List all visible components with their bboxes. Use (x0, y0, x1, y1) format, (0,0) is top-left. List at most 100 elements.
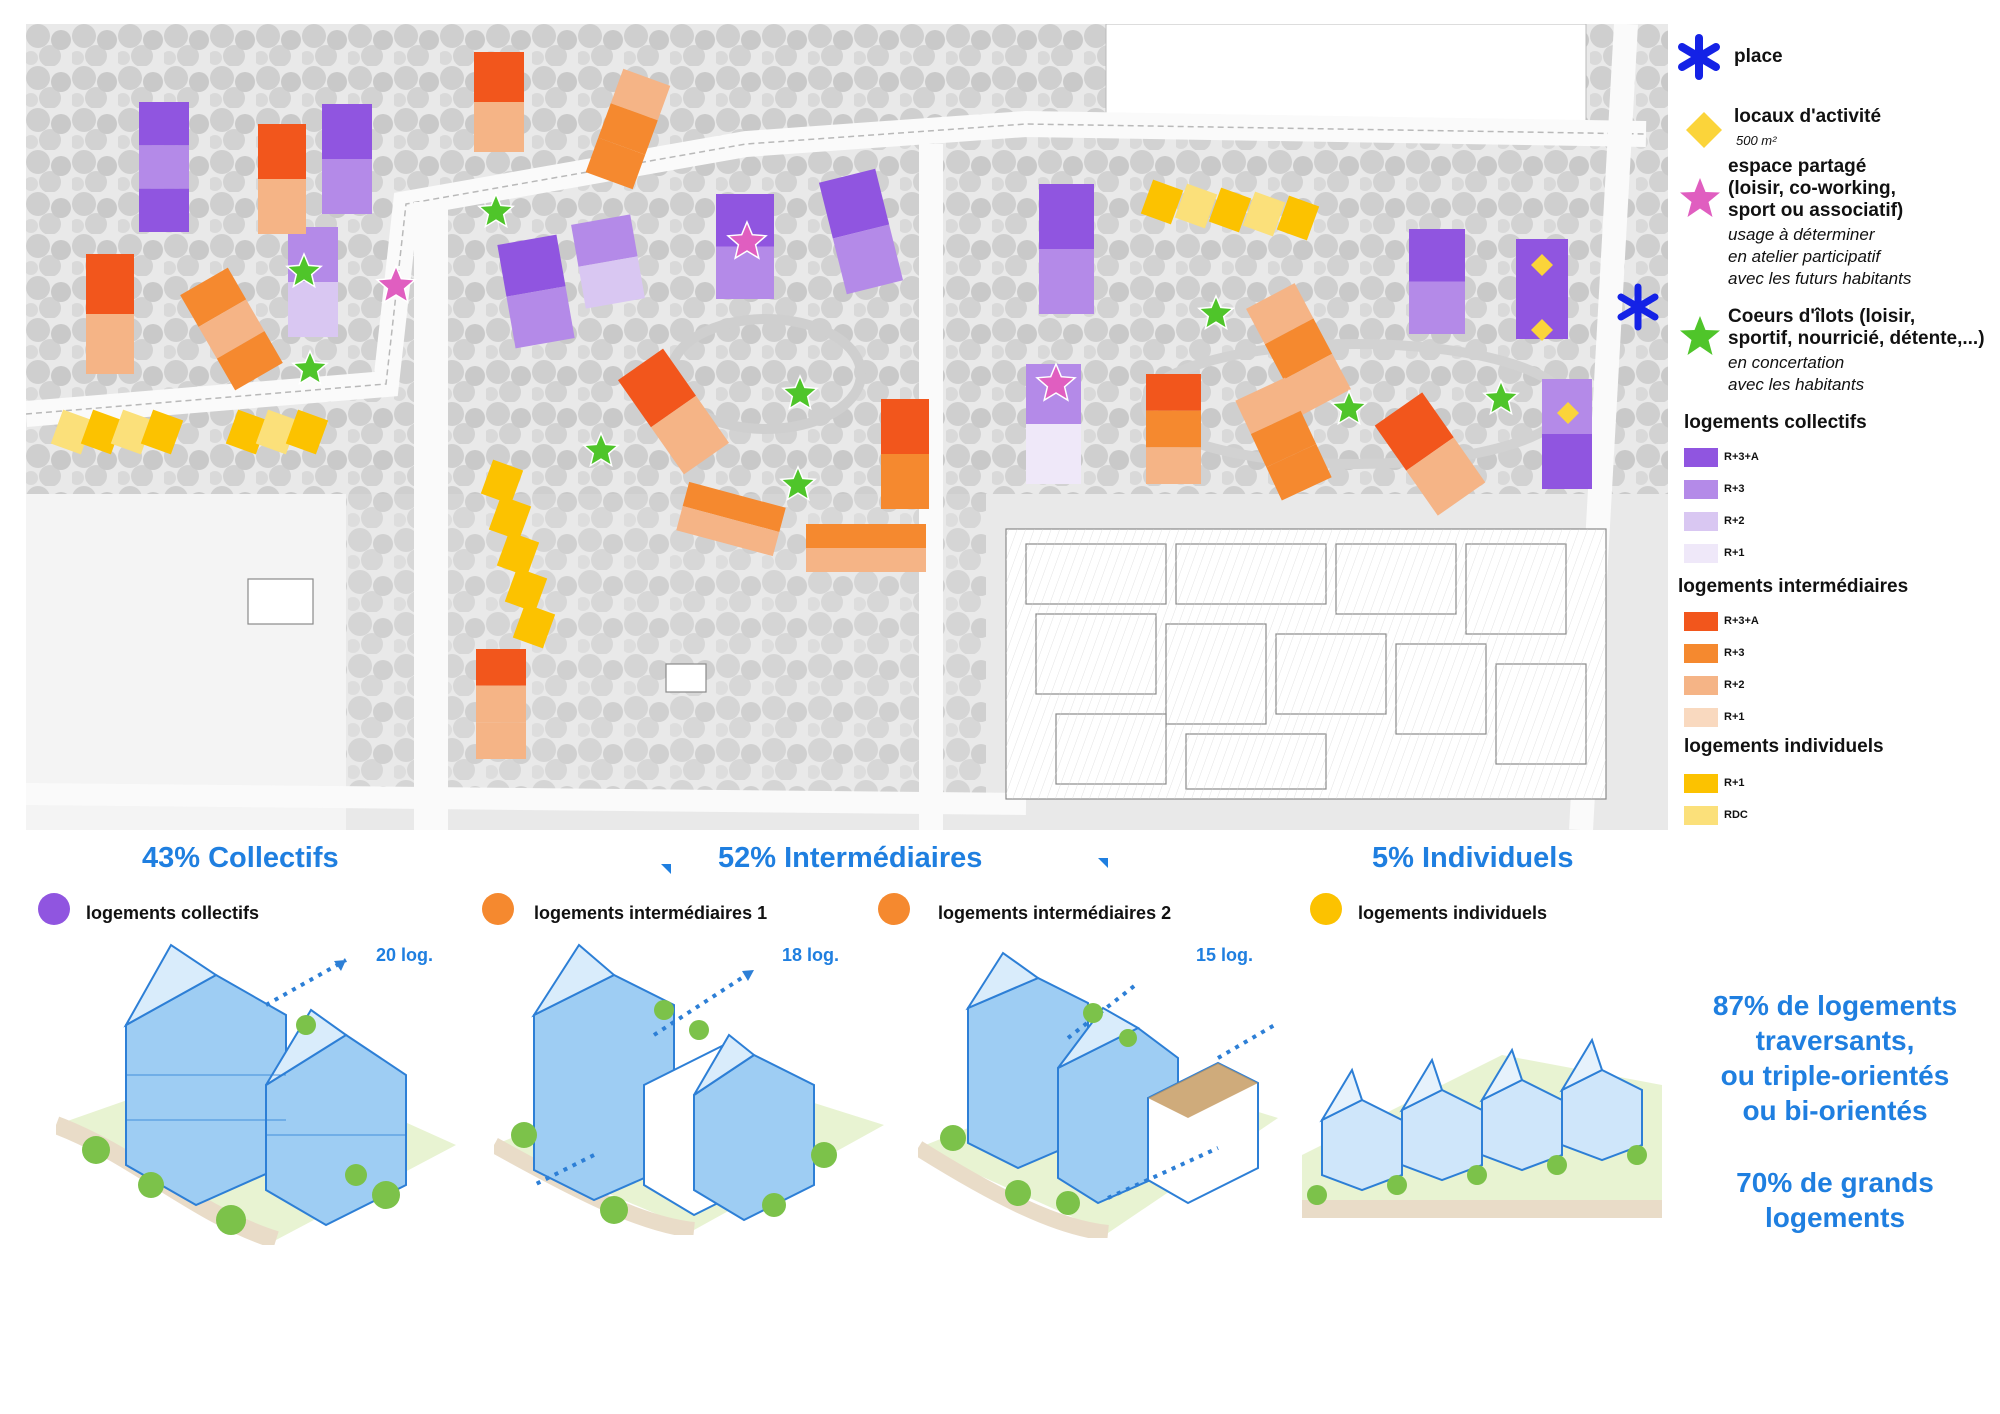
intermediaire-building-5 (180, 267, 283, 391)
intermediaire-building-11-segment-3 (1146, 447, 1201, 484)
collectif-building-5-segment-2 (578, 256, 645, 309)
intermediaires-2-color-dot (878, 893, 910, 925)
locaux-diamond-3 (1557, 402, 1579, 424)
map-legend: place locaux d'activité 500 m² espace pa… (1676, 28, 1996, 828)
intermediaire-building-2-segment-1 (258, 124, 306, 179)
collectif-building-4-segment-1 (497, 234, 566, 297)
map-symbol-layer (50, 52, 1659, 759)
intermediaire-building-14-segment-1 (476, 649, 526, 686)
intermediaire-building-8-segment-2 (676, 506, 780, 557)
legend-espace-line-1: espace partagé (1728, 156, 1867, 177)
intermediaire-building-10 (1246, 283, 1351, 415)
intermediaire-building-5-segment-1 (180, 267, 247, 327)
collectifs-color-dot (38, 893, 70, 925)
legend-espace-partage: espace partagé (loisir, co-working, spor… (1676, 156, 1996, 296)
intermediaire-building-12-segment-1 (1235, 377, 1301, 435)
collectif-building-2-segment-1 (322, 104, 372, 159)
swatch-collectif-r2-label: R+2 (1724, 515, 1745, 527)
individual-house-4-5 (512, 603, 556, 649)
intermediaire-building-5-segment-3 (216, 331, 283, 391)
intermediaire-building-1-segment-1 (474, 52, 524, 102)
intermediaire-building-7 (881, 399, 929, 509)
site-plan-map (26, 24, 1668, 830)
individual-house-3-4 (1242, 191, 1286, 237)
collectifs-category-label: logements collectifs (86, 903, 260, 923)
intermediaire-building-13-segment-1 (1374, 392, 1454, 471)
intermediaire-building-1 (474, 52, 524, 152)
legend-coeurs-line-1: Coeurs d'îlots (loisir, (1728, 306, 1916, 327)
espace-partage-star-3 (1035, 362, 1077, 402)
individuels-color-dot (1310, 893, 1342, 925)
individual-house-4-1 (480, 459, 524, 505)
individual-house-3-1 (1140, 179, 1184, 225)
individuels-category-label: logements individuels (1358, 903, 1548, 923)
collectif-building-8-segment-2 (1039, 249, 1094, 314)
intermediaire-building-9-segment-2 (806, 548, 926, 572)
legend-place: place (1676, 34, 1996, 80)
collectif-building-12 (1542, 379, 1592, 489)
collectif-building-9-segment-2 (1026, 424, 1081, 484)
coeur-ilot-star-8 (1330, 389, 1368, 426)
place-asterisk (1617, 283, 1659, 331)
swatch-indiv-r1 (1684, 774, 1718, 793)
pink-star-icon (1680, 178, 1720, 217)
coeur-ilot-star-7 (1197, 294, 1235, 331)
swatch-inter-r1-label: R+1 (1724, 711, 1745, 723)
coeur-ilot-star-5 (781, 374, 819, 411)
legend-coeurs-sub-1: en concertation (1728, 353, 1845, 372)
swatch-collectif-r1-label: R+1 (1724, 547, 1745, 559)
intermediaire-building-9 (806, 524, 926, 572)
intermediaire-building-13 (1374, 392, 1486, 516)
collectif-building-9 (1026, 364, 1081, 484)
intermediaire-building-6 (617, 348, 730, 475)
legend-locaux: locaux d'activité 500 m² (1676, 102, 1996, 162)
collectif-building-4 (497, 234, 575, 349)
place-asterisk-stroke (1617, 293, 1659, 321)
intermediaire-building-10-segment-2 (1264, 318, 1333, 380)
individual-house-2-3 (285, 409, 329, 455)
intermediaire-building-12-segment-3 (1266, 443, 1332, 501)
individual-house-3-2 (1174, 183, 1218, 229)
collectif-building-8 (1039, 184, 1094, 314)
open-field (1105, 24, 1587, 125)
legend-locaux-sub: 500 m² (1736, 133, 1777, 148)
collectif-building-1-segment-3 (139, 188, 189, 232)
intermediaire-building-11-segment-1 (1146, 374, 1201, 411)
swatch-collectif-r3a-label: R+3+A (1724, 451, 1759, 463)
individual-house-3-3 (1208, 187, 1252, 233)
collectifs-unit-count: 20 log. (376, 945, 434, 965)
intermediaires-2-building-illustration (918, 951, 1280, 1238)
collectif-building-6-segment-2 (716, 246, 774, 299)
intermediaire-building-6-segment-2 (650, 395, 730, 475)
arrow-marker-right (1098, 858, 1108, 868)
intermediaire-building-8-segment-1 (682, 481, 786, 532)
intermediaires-1-building-illustration (494, 943, 884, 1235)
individual-house-4-2 (488, 495, 532, 541)
grands-logements-stat: 70% de grands logements (1736, 1167, 1934, 1233)
legend-locaux-label: locaux d'activité (1734, 106, 1882, 127)
intermediaires-2-unit-count: 15 log. (1196, 945, 1254, 965)
intermediaire-building-5-segment-2 (198, 299, 265, 359)
intermediaire-building-10-segment-3 (1283, 353, 1351, 415)
legend-espace-line-2: (loisir, co-working, (1728, 178, 1896, 199)
collectifs-percentage: 43% Collectifs (142, 842, 339, 874)
intermediaire-building-14 (476, 649, 526, 759)
coeur-ilot-star-9 (1482, 379, 1520, 416)
individual-house-4-4 (504, 567, 548, 613)
intermediaire-building-9-segment-1 (806, 524, 926, 548)
collectif-building-1 (139, 102, 189, 232)
intermediaire-building-14-segment-3 (476, 722, 526, 759)
site-plan-svg (26, 24, 1668, 830)
green-star-icon (1680, 316, 1720, 355)
collectif-building-3 (288, 227, 338, 337)
intermediaire-building-10-segment-1 (1246, 283, 1314, 345)
collectifs-building-illustration (56, 943, 456, 1245)
intermediaire-building-4 (86, 254, 134, 374)
south-road (26, 783, 1027, 815)
swatch-indiv-r1-label: R+1 (1724, 777, 1745, 789)
intermediaire-building-4-segment-1 (86, 254, 134, 314)
legend-coeurs-ilots: Coeurs d'îlots (loisir, sportif, nourric… (1676, 306, 1996, 416)
legend-collectifs-heading: logements collectifs (1684, 412, 1867, 433)
blue-asterisk-icon (1678, 34, 1720, 80)
collectif-building-4-segment-2 (506, 286, 575, 349)
